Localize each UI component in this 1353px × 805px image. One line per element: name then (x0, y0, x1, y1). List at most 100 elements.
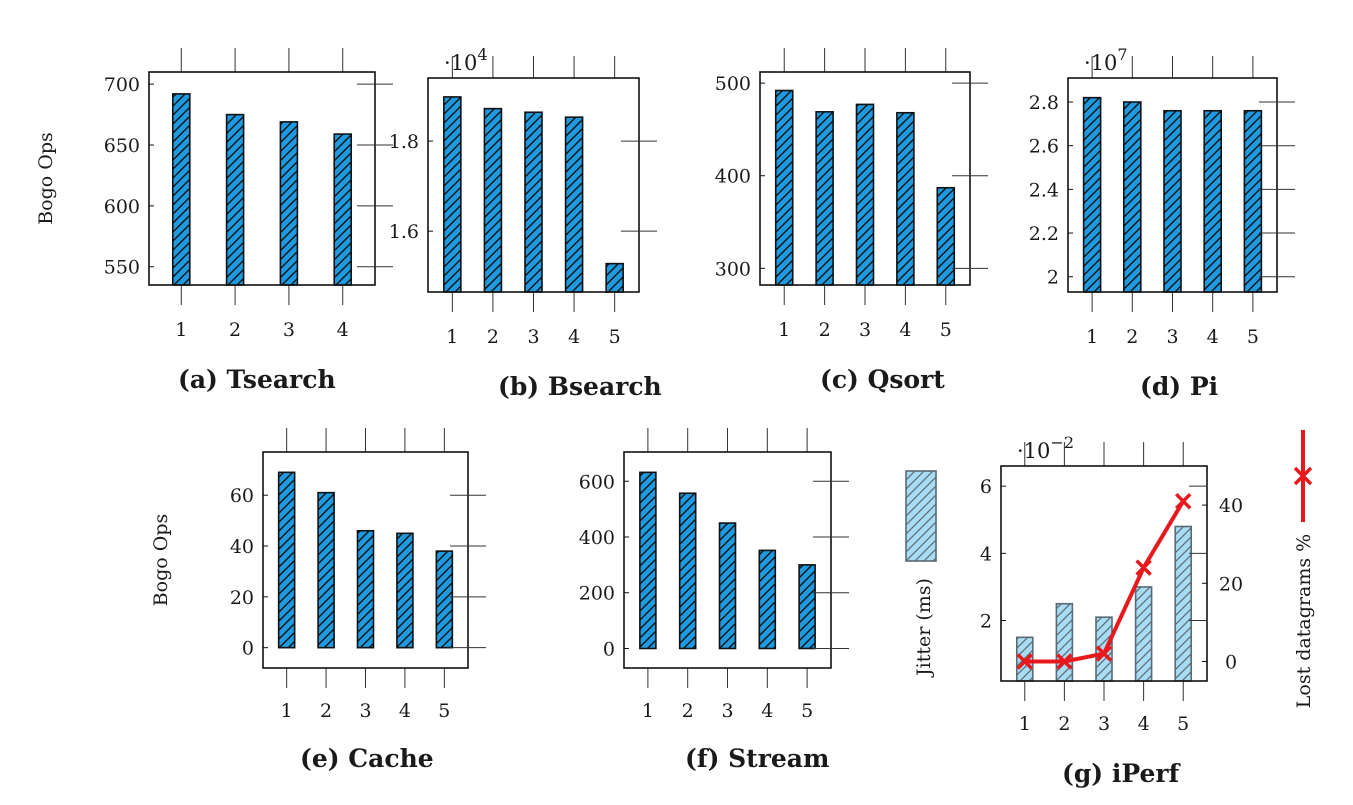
y-exponent-label: ·107 (1084, 45, 1128, 75)
x-tick-label: 1 (446, 326, 458, 348)
x-tick-label: 5 (1247, 326, 1259, 348)
x-tick-label: 1 (778, 319, 790, 341)
x-tick-label: 5 (609, 326, 621, 348)
subfigure-caption: (b) Bsearch (498, 372, 662, 401)
x-tick-label: 1 (175, 319, 187, 341)
plot-frame (1067, 77, 1278, 293)
x-tick-label: 2 (1126, 326, 1138, 348)
y-tick-label: 1.6 (389, 221, 419, 243)
x-tick-label: 4 (568, 326, 580, 348)
x-tick-label: 3 (1098, 713, 1110, 735)
x-tick-label: 2 (682, 700, 694, 722)
x-tick-label: 5 (438, 700, 450, 722)
x-tick-label: 3 (859, 319, 871, 341)
y-exponent-label: ·104 (444, 45, 488, 75)
bar (396, 532, 414, 649)
y-tick-label: 2 (1047, 267, 1059, 289)
y-tick-label: 0 (603, 638, 615, 660)
x-tick-label: 1 (281, 700, 293, 722)
bar (855, 103, 875, 286)
bar (639, 471, 657, 650)
bar (605, 262, 624, 293)
y2-tick-label: 20 (1219, 573, 1243, 595)
x-tick-label: 3 (1166, 326, 1178, 348)
bar (279, 121, 299, 286)
lost-datagrams-marker (1095, 645, 1113, 662)
chart-g: 2 4 6 1 2 3 4 5 ·10−2 (g) iPerf 0 20 40 Jitter (ms) Lo… (905, 430, 1315, 788)
y-tick-label: 200 (579, 583, 615, 605)
bar (815, 111, 834, 286)
bar (356, 529, 375, 649)
x-tick-label: 4 (399, 700, 411, 722)
plot-frame (1000, 465, 1208, 682)
subfigure-caption: (e) Cache (300, 744, 434, 773)
y-tick-label: 20 (230, 587, 254, 609)
x-tick-label: 1 (642, 700, 654, 722)
y-tick-label: 2.2 (1029, 223, 1059, 245)
bar (564, 116, 584, 293)
bar (774, 89, 794, 286)
y-tick-label: 600 (579, 471, 615, 493)
legend-jitter-label: Jitter (ms) (913, 578, 935, 678)
subfigure-caption: (c) Qsort (820, 365, 945, 394)
x-tick-label: 2 (229, 319, 241, 341)
lost-datagrams-marker (1135, 559, 1152, 576)
plot-frame (427, 77, 640, 293)
bar (1134, 586, 1153, 682)
legend-lost-label: Lost datagrams % (1293, 534, 1315, 708)
bar (718, 522, 737, 650)
bar (1174, 525, 1193, 682)
bar (524, 111, 543, 293)
y-tick-label: 60 (230, 485, 254, 507)
bar (1123, 101, 1142, 293)
bar (333, 133, 353, 286)
subfigure-caption: (a) Tsearch (178, 365, 336, 394)
bar (171, 93, 191, 286)
y-tick-label: 40 (230, 536, 254, 558)
bar (317, 491, 335, 649)
bar (277, 471, 296, 649)
legend-lost-marker (1293, 466, 1313, 486)
y-tick-label: 2.4 (1029, 179, 1059, 201)
y-tick-label: 650 (104, 135, 140, 157)
chart-d: 2 2.2 2.4 2.6 2.8 1 2 3 4 5 ·107 (d) Pi (1029, 45, 1295, 401)
y-tick-label: 400 (715, 166, 751, 188)
y-tick-label: 2 (980, 611, 992, 633)
bar (798, 564, 816, 650)
x-tick-label: 5 (940, 319, 952, 341)
y-axis-label: Bogo Ops (150, 514, 172, 607)
plot-frame (148, 71, 376, 286)
chart-e: 0 20 40 60 1 2 3 4 5 Bogo Ops (e) Cache (150, 428, 486, 773)
bar (1082, 96, 1102, 293)
y-tick-label: 6 (980, 476, 992, 498)
y-tick-label: 550 (104, 257, 140, 279)
x-tick-label: 4 (899, 319, 911, 341)
y2-tick-label: 40 (1219, 495, 1243, 517)
bar (896, 111, 915, 286)
y-tick-label: 2.6 (1029, 136, 1059, 158)
chart-b: 1.6 1.8 1 2 3 4 5 ·104 (b) Bsearch (389, 45, 662, 401)
bar (483, 107, 503, 293)
x-tick-label: 3 (721, 700, 733, 722)
chart-f: 0 200 400 600 1 2 3 4 5 (f) Stream (579, 428, 849, 773)
x-tick-label: 2 (1058, 713, 1070, 735)
x-tick-label: 3 (359, 700, 371, 722)
x-tick-label: 2 (320, 700, 332, 722)
lost-datagrams-marker (1016, 653, 1034, 670)
bar (936, 186, 956, 286)
y2-tick-label: 0 (1225, 651, 1237, 673)
plot-frame (623, 451, 832, 669)
bar (758, 549, 777, 650)
y-tick-label: 300 (715, 258, 751, 280)
y-tick-label: 500 (715, 73, 751, 95)
y-tick-label: 1.8 (389, 131, 419, 153)
x-tick-label: 4 (1207, 326, 1219, 348)
x-tick-label: 2 (819, 319, 831, 341)
y-tick-label: 2.8 (1029, 92, 1059, 114)
bar (1163, 109, 1182, 293)
x-tick-label: 2 (487, 326, 499, 348)
bar (1243, 109, 1263, 293)
plot-frame (759, 71, 971, 286)
bar (225, 113, 245, 286)
